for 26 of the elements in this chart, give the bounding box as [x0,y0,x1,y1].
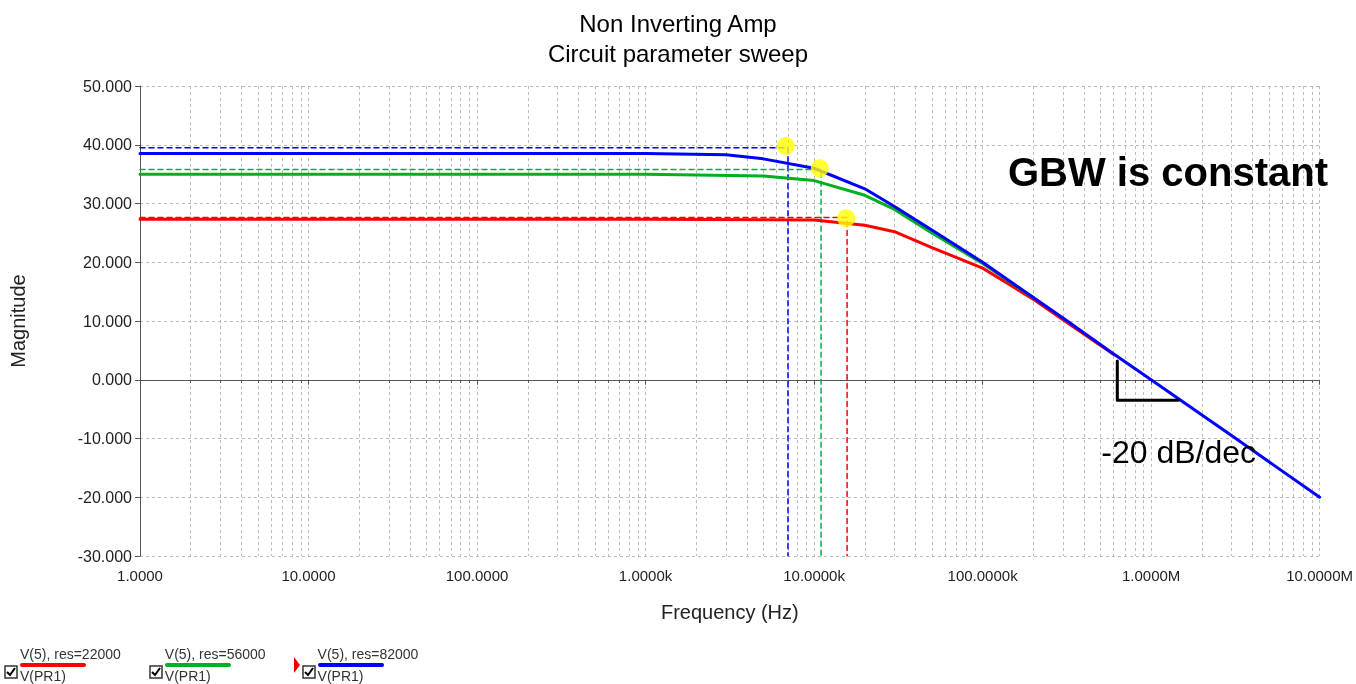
y-tick-label: 30.000 [83,195,133,212]
y-tick-label: 50.000 [83,77,133,95]
annotation: GBW is constant [1007,150,1329,194]
y-tick-label: 40.000 [83,136,133,154]
y-tick-label: 0.000 [91,371,133,389]
x-tick-label: 100.0000k [947,567,1019,584]
y-tick-label: -10.000 [77,430,133,447]
x-tick-label: 10.0000 [281,567,336,584]
x-tick-label: 1.0000 [117,567,163,584]
annotation: -20 dB/dec [1101,434,1256,470]
text: V(5), res=82000 V(PR1) [317,646,419,684]
x-axis-title: Frequency (Hz) [660,601,799,623]
chart-subtitle: Circuit parameter sweep [547,39,809,67]
y-tick-label: -30.000 [77,547,133,565]
x-tick-label: 10.0000k [783,567,846,584]
y-tick-label: 20.000 [83,253,133,271]
x-tick-label: 1.0000k [618,567,673,584]
chart-title: Non Inverting Amp [579,9,777,37]
y-tick-label: -20.000 [77,488,133,506]
text: V(5), res=22000 V(PR1) [20,646,121,684]
x-tick-label: 10.0000M [1286,567,1353,584]
y-axis-title: Magnitude [7,274,29,368]
x-tick-label: 100.0000 [445,567,509,584]
x-tick-label: 1.0000M [1121,567,1181,584]
y-tick-label: 10.000 [83,312,133,330]
text: V(5), res=56000 V(PR1) [164,646,266,684]
